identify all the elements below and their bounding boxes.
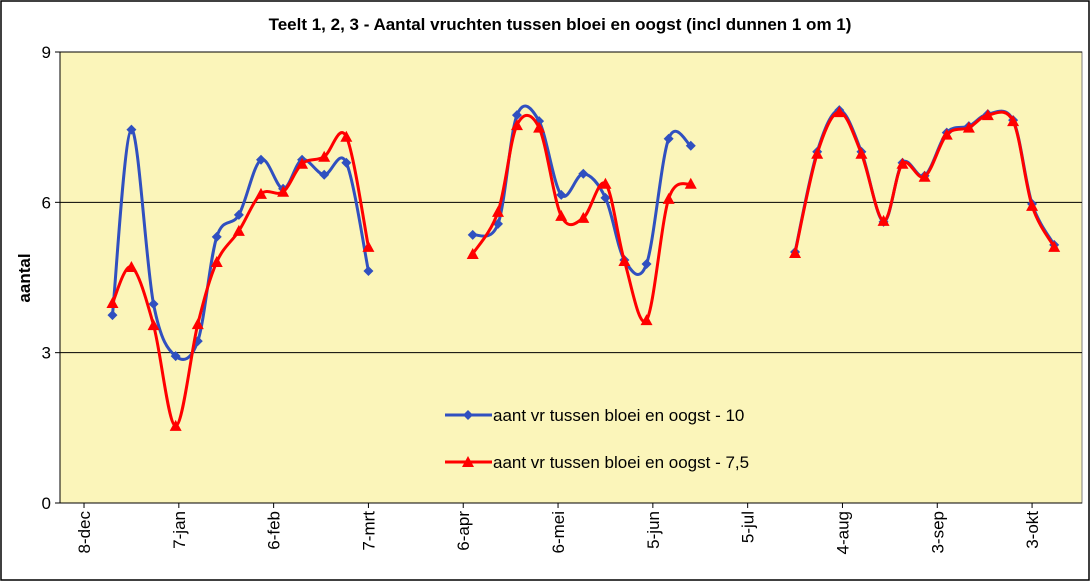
marker <box>233 209 244 220</box>
marker <box>362 240 375 252</box>
marker <box>107 310 118 321</box>
y-tick-label: 0 <box>42 494 51 513</box>
chart-title: Teelt 1, 2, 3 - Aantal vruchten tussen b… <box>269 15 852 34</box>
marker <box>341 157 352 168</box>
marker <box>277 185 290 197</box>
x-tick-label: 6-apr <box>454 511 473 551</box>
marker <box>466 247 479 259</box>
marker <box>1007 115 1020 127</box>
marker <box>641 258 652 269</box>
marker <box>1026 199 1039 211</box>
marker <box>463 410 473 420</box>
x-tick-label: 3-okt <box>1023 511 1042 549</box>
x-tick-label: 4-aug <box>833 511 852 554</box>
marker <box>811 147 824 159</box>
x-tick-label: 5-jun <box>644 511 663 549</box>
marker <box>147 319 160 331</box>
x-tick-label: 6-feb <box>265 511 284 550</box>
legend-label: aant vr tussen bloei en oogst - 7,5 <box>493 453 749 472</box>
marker <box>169 419 182 431</box>
marker <box>170 351 181 362</box>
y-tick-label: 9 <box>42 43 51 62</box>
marker <box>467 229 478 240</box>
y-axis-label: aantal <box>15 253 34 302</box>
marker <box>600 192 611 203</box>
marker <box>940 128 953 140</box>
marker <box>533 121 546 133</box>
marker <box>789 246 802 258</box>
marker <box>340 130 353 142</box>
marker <box>210 255 223 267</box>
marker <box>492 205 504 217</box>
marker <box>578 168 589 179</box>
marker <box>918 170 931 182</box>
marker <box>640 314 653 326</box>
x-tick-label: 3-sep <box>928 511 947 554</box>
marker <box>106 297 119 309</box>
marker <box>318 150 331 162</box>
marker <box>685 140 696 151</box>
marker <box>618 254 631 266</box>
marker <box>684 177 697 189</box>
marker <box>555 209 568 221</box>
marker <box>833 106 846 118</box>
x-tick-label: 7-mrt <box>359 511 378 551</box>
marker <box>319 169 330 180</box>
marker <box>1048 240 1061 252</box>
marker <box>254 187 267 199</box>
marker <box>981 109 994 121</box>
y-tick-label: 3 <box>42 344 51 363</box>
marker <box>662 192 675 204</box>
marker <box>126 124 137 135</box>
marker <box>577 211 590 223</box>
marker <box>462 456 474 467</box>
marker <box>148 299 159 310</box>
marker <box>255 154 266 165</box>
marker <box>510 119 523 131</box>
marker <box>962 121 975 133</box>
marker <box>191 318 204 330</box>
marker <box>556 189 567 200</box>
marker <box>296 157 309 169</box>
x-tick-label: 7-jan <box>170 511 189 549</box>
marker <box>125 260 138 272</box>
marker <box>511 110 522 121</box>
legend-label: aant vr tussen bloei en oogst - 10 <box>493 406 744 425</box>
x-tick-label: 8-dec <box>75 511 94 554</box>
marker <box>855 147 868 159</box>
marker <box>363 265 374 276</box>
marker <box>232 224 245 236</box>
marker <box>877 214 890 226</box>
marker <box>896 157 909 169</box>
marker <box>599 177 612 189</box>
marker <box>663 133 674 144</box>
x-tick-label: 6-mei <box>549 511 568 554</box>
x-tick-label: 5-jul <box>739 511 758 543</box>
plot-area <box>59 51 1083 504</box>
marker <box>211 231 222 242</box>
y-tick-label: 6 <box>42 193 51 212</box>
